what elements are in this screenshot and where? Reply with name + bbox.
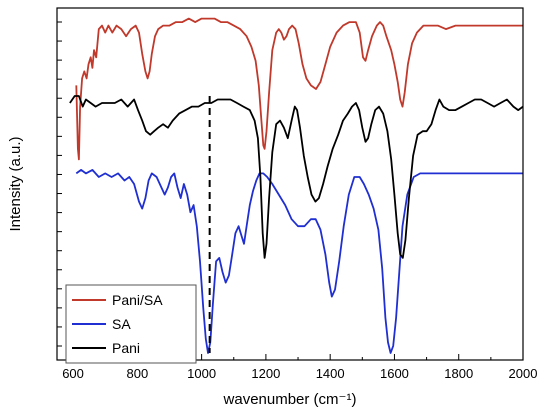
x-tick-label-1600: 1600: [380, 366, 409, 381]
x-tick-label-800: 800: [126, 366, 148, 381]
legend: Pani/SA SA Pani: [65, 284, 197, 364]
y-axis-title: Intensity (a.u.): [7, 136, 24, 231]
y-axis-ticks: [57, 21, 62, 347]
series-line-pani: [69, 95, 524, 259]
legend-label-pani-sa: Pani/SA: [112, 292, 163, 308]
series-line-pani-sa: [75, 17, 523, 161]
x-axis-title: wavenumber (cm⁻¹): [223, 391, 357, 408]
series-line-sa: [75, 169, 523, 354]
plot-frame: [56, 7, 524, 361]
legend-label-pani: Pani: [112, 340, 140, 356]
x-tick-label-2000: 2000: [509, 366, 538, 381]
x-tick-label-600: 600: [62, 366, 84, 381]
legend-label-sa: SA: [112, 316, 131, 332]
x-tick-label-1400: 1400: [316, 366, 345, 381]
plot-area: [69, 17, 524, 354]
legend-items: Pani/SA SA Pani: [72, 292, 163, 356]
x-tick-label-1800: 1800: [444, 366, 473, 381]
x-tick-label-1200: 1200: [251, 366, 280, 381]
x-tick-label-1000: 1000: [187, 366, 216, 381]
series-layer: [69, 17, 524, 354]
x-axis-ticks: 600 800 1000 1200 1400 1600 1800 2000: [62, 354, 537, 381]
